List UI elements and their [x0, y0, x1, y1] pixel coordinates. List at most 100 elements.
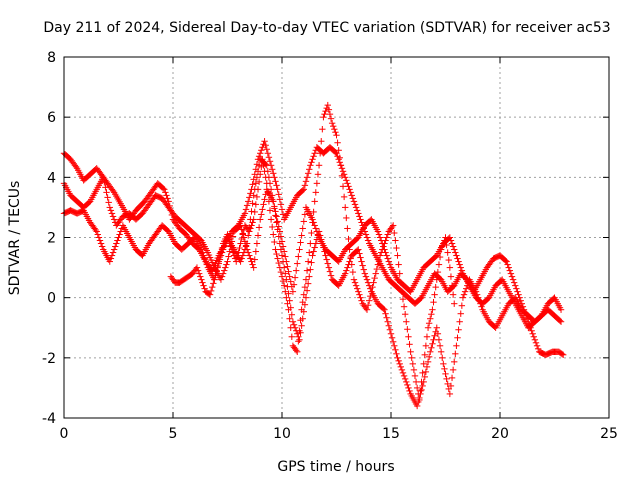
interp-point: [92, 226, 99, 234]
interp-point: [284, 300, 291, 307]
interp-point: [264, 150, 272, 157]
interp-point: [213, 267, 220, 274]
interp-point: [163, 192, 170, 199]
interp-point: [449, 291, 457, 298]
interp-point: [313, 180, 321, 187]
interp-point: [306, 273, 313, 280]
interp-point: [455, 326, 462, 333]
data-point: [560, 351, 567, 359]
interp-point: [366, 297, 373, 304]
interp-point: [421, 373, 428, 381]
interp-point: [380, 305, 387, 312]
interp-point: [258, 211, 265, 218]
data-point: [433, 324, 440, 331]
interp-point: [286, 273, 293, 280]
interp-point: [344, 225, 351, 232]
interp-point: [447, 273, 455, 280]
interp-point: [268, 166, 276, 173]
data-point: [113, 240, 120, 247]
interp-point: [245, 232, 252, 239]
interp-point: [310, 208, 317, 216]
interp-point: [223, 261, 230, 268]
data-point: [233, 258, 240, 265]
y-axis-label: SDTVAR / TECUs: [7, 181, 23, 296]
interp-point: [203, 261, 210, 268]
interp-point: [280, 248, 288, 255]
data-point: [311, 198, 318, 205]
data-point: [453, 252, 460, 259]
interp-point: [444, 380, 451, 388]
interp-point: [318, 236, 325, 243]
interp-point: [451, 246, 458, 253]
interp-point: [273, 219, 280, 226]
interp-point: [379, 246, 386, 253]
interp-point: [257, 150, 264, 157]
data-point: [198, 276, 205, 283]
interp-point: [209, 283, 216, 291]
interp-point: [374, 261, 382, 268]
interp-point: [330, 122, 337, 130]
interp-point: [456, 318, 463, 325]
data-point: [320, 113, 327, 121]
interp-point: [404, 326, 411, 333]
interp-point: [457, 310, 464, 317]
interp-point: [464, 282, 471, 289]
interp-point: [348, 192, 355, 199]
interp-point: [303, 267, 311, 274]
interp-point: [216, 253, 224, 261]
interp-point: [449, 243, 457, 250]
data-point: [243, 240, 251, 247]
interp-point: [297, 239, 304, 246]
interp-point: [454, 255, 461, 262]
data-point: [272, 246, 279, 253]
interp-point: [358, 258, 365, 265]
interp-point: [319, 240, 326, 247]
interp-point: [533, 342, 541, 349]
interp-point: [338, 165, 346, 172]
interp-point: [239, 231, 246, 238]
data-point: [257, 216, 264, 223]
interp-point: [301, 211, 309, 218]
axis-ticks: 0 5 10 15 20 25 -4 -2 0 2 4 6 8: [42, 50, 618, 442]
interp-point: [332, 129, 339, 136]
interp-point: [310, 248, 317, 255]
interp-point: [388, 223, 396, 231]
interp-point: [320, 244, 327, 251]
interp-point: [270, 170, 277, 177]
interp-point: [265, 154, 273, 161]
interp-point: [358, 219, 365, 226]
interp-point: [342, 174, 349, 181]
interp-point: [246, 194, 253, 201]
interp-point: [159, 185, 167, 192]
interp-point: [253, 174, 261, 181]
interp-point: [364, 301, 372, 309]
interp-point: [316, 150, 324, 157]
data-point: [394, 354, 401, 362]
interp-point: [440, 240, 447, 247]
series-track-c: [60, 156, 565, 410]
interp-point: [431, 332, 438, 339]
data-point: [407, 348, 414, 356]
interp-point: [297, 317, 304, 324]
interp-point: [200, 282, 207, 289]
interp-point: [357, 294, 364, 301]
data-point: [442, 234, 449, 241]
data-point: [376, 252, 384, 259]
interp-point: [396, 270, 403, 277]
interp-point: [364, 237, 372, 244]
interp-point: [239, 252, 246, 259]
interp-point: [252, 180, 260, 187]
interp-point: [419, 382, 426, 390]
interp-point: [279, 258, 287, 265]
data-point: [400, 372, 408, 380]
interp-point: [335, 156, 342, 163]
interp-point: [271, 238, 278, 246]
interp-point: [364, 279, 372, 286]
interp-point: [234, 253, 241, 261]
interp-point: [321, 110, 328, 118]
interp-point: [400, 303, 408, 310]
interp-point: [396, 360, 403, 368]
interp-point: [248, 222, 255, 229]
interp-point: [200, 252, 207, 259]
interp-point: [271, 174, 278, 181]
